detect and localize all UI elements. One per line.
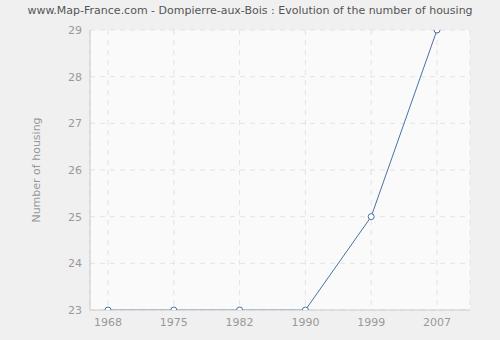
svg-text:2007: 2007 [423,316,451,329]
svg-text:27: 27 [68,117,82,130]
svg-text:23: 23 [68,304,82,317]
svg-text:26: 26 [68,164,82,177]
svg-text:1968: 1968 [94,316,122,329]
svg-text:1975: 1975 [160,316,188,329]
svg-text:24: 24 [68,257,82,270]
svg-text:28: 28 [68,71,82,84]
svg-text:25: 25 [68,211,82,224]
html-text:www.Map-France.com - Dompierre: www.Map-France.com - Dompierre-aux-Bois … [27,4,473,17]
svg-text:Number of housing: Number of housing [30,117,43,222]
svg-text:29: 29 [68,24,82,37]
svg-text:1990: 1990 [291,316,319,329]
svg-text:1999: 1999 [357,316,385,329]
svg-text:1982: 1982 [226,316,254,329]
